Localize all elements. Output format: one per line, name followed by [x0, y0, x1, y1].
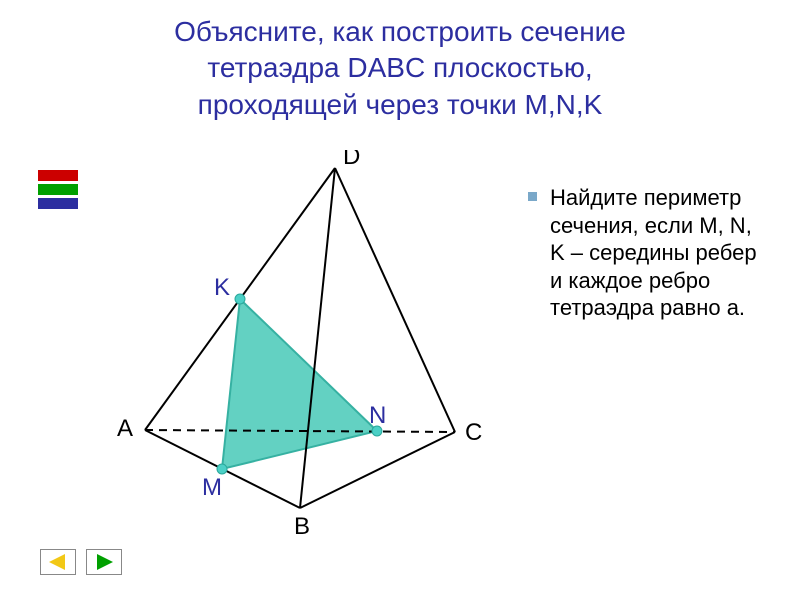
label-D: D — [343, 150, 360, 170]
label-K: K — [214, 274, 230, 301]
label-M: M — [202, 474, 222, 501]
edge-AC — [145, 430, 455, 432]
label-A: A — [117, 415, 133, 442]
label-C: C — [465, 419, 482, 446]
prev-button[interactable] — [40, 549, 76, 575]
diagram-svg: A B C D K M N — [55, 150, 505, 540]
label-N: N — [369, 402, 386, 429]
edge-CD — [335, 168, 455, 432]
next-button[interactable] — [86, 549, 122, 575]
side-text: Найдите периметр сечения, если M, N, K –… — [550, 184, 770, 322]
point-K — [235, 294, 245, 304]
bullet-icon — [528, 192, 537, 201]
edge-BD — [300, 168, 335, 508]
point-M — [217, 464, 227, 474]
title-line-1: Объясните, как построить сечение — [174, 16, 626, 47]
slide-title: Объясните, как построить сечение тетраэд… — [0, 0, 800, 123]
nav-buttons — [40, 549, 128, 580]
prev-arrow-icon — [49, 554, 65, 570]
tetrahedron-diagram: A B C D K M N — [55, 150, 505, 540]
title-line-2: тетраэдра DABC плоскостью, — [207, 52, 592, 83]
title-line-3: проходящей через точки M,N,K — [198, 89, 603, 120]
next-arrow-icon — [97, 554, 113, 570]
section-triangle — [222, 299, 377, 469]
label-B: B — [294, 513, 310, 540]
